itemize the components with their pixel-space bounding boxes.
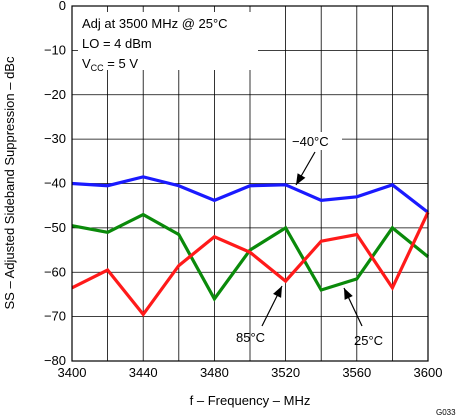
y-tick-label: −80 (44, 353, 66, 368)
y-tick-label: −50 (44, 220, 66, 235)
plot-frame (71, 5, 429, 362)
arrow-25c-head (344, 288, 353, 300)
x-tick-label: 3520 (271, 365, 300, 380)
annotation-line-3: VCC = 5 V (82, 56, 138, 73)
x-tick-label: 3560 (342, 365, 371, 380)
y-tick-label: −40 (44, 176, 66, 191)
series-line-1 (71, 212, 430, 302)
y-tick-label: −10 (44, 42, 66, 57)
series-line-0 (71, 175, 429, 214)
callout-label-minus40c: −40°C (292, 134, 329, 149)
series-line-2 (71, 211, 430, 318)
y-axis-title: SS – Adjusted Sideband Suppression – dBc (2, 56, 17, 309)
x-tick-label: 3480 (200, 365, 229, 380)
y-tick-label: −70 (44, 309, 66, 324)
x-tick-label: 3440 (129, 365, 158, 380)
y-tick-label: −20 (44, 87, 66, 102)
x-axis-title: f – Frequency – MHz (190, 393, 311, 408)
callout-arrows (261, 151, 363, 327)
annotation-line-2: LO = 4 dBm (82, 36, 152, 51)
y-tick-label: 0 (59, 0, 66, 13)
callout-label-25c: 25°C (354, 333, 383, 348)
x-tick-label: 3600 (414, 365, 443, 380)
y-tick-label: −60 (44, 264, 66, 279)
figure-id: G033 (436, 408, 456, 417)
callout-label-85c: 85°C (236, 330, 265, 345)
callout-bg-minus40 (286, 132, 342, 150)
arrow-85c-head (273, 286, 282, 298)
arrow-minus40c-head (296, 173, 306, 185)
annotation-box (78, 12, 258, 70)
series-lines (71, 175, 430, 318)
y-tick-labels: 0 −10 −20 −30 −40 −50 −60 −70 −80 (44, 0, 66, 368)
annotation-line-1: Adj at 3500 MHz @ 25°C (82, 16, 228, 31)
x-tick-label: 3400 (58, 365, 87, 380)
y-tick-label: −30 (44, 131, 66, 146)
x-tick-labels: 3400 3440 3480 3520 3560 3600 (58, 365, 443, 380)
